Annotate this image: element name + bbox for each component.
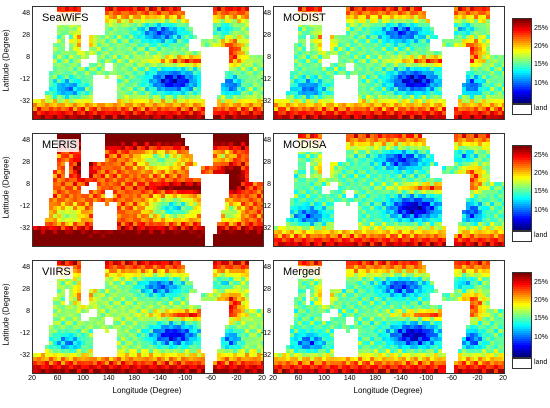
lon-tick-label: 140 [343,375,356,382]
lat-tick-label: 8 [267,308,271,315]
lat-tick-label: 48 [22,10,30,17]
colorbar-tick-label: 20% [534,297,549,305]
lat-tick-label: -12 [260,330,271,337]
lon-tick-label: -140 [393,375,408,382]
y-axis-label: Latitude (Degree) [1,283,11,346]
lat-tick-label: 48 [22,137,30,144]
x-axis-label: Longitude (Degree) [112,386,182,395]
map-panel-seawifs: SeaWiFS [32,6,264,120]
colorbar-tick-label: 10% [534,79,549,87]
lat-tick-label: 28 [263,286,271,293]
lat-tick-label: -12 [19,76,30,83]
lon-tick-label: 140 [102,375,115,382]
heatmap-seawifs [33,7,263,119]
x-axis-label: Longitude (Degree) [353,386,423,395]
panel-label-viirs: VIIRS [40,266,73,279]
lon-tick-label: 20 [499,375,507,382]
colorbar-tick-label: 20% [534,170,549,178]
lat-tick-label: -12 [19,330,30,337]
lat-tick-label: -12 [19,203,30,210]
lat-tick-label: -32 [260,225,271,232]
lon-tick-label: -60 [205,375,216,382]
map-panel-modisa: MODISA [273,133,505,247]
colorbar-land-label: land [534,232,548,239]
lon-tick-label: 100 [318,375,330,382]
lat-tick-label: 28 [263,159,271,166]
lon-tick-label: -140 [152,375,167,382]
colorbar [512,18,532,104]
colorbar-tick-label: 20% [534,43,549,51]
heatmap-meris [33,134,263,246]
heatmap-merged [274,261,504,373]
map-panel-modist: MODIST [273,6,505,120]
panel-label-modisa: MODISA [281,139,329,152]
lat-tick-label: -32 [19,225,30,232]
panel-label-modist: MODIST [281,12,328,25]
colorbar-tick-label: 25% [534,24,549,32]
lon-tick-label: 180 [369,375,382,382]
colorbar-land-label: land [534,359,548,366]
lat-tick-label: 28 [22,159,30,166]
colorbar-tick-label: 25% [534,151,549,159]
lon-tick-label: -100 [178,375,193,382]
lon-tick-label: 20 [269,375,277,382]
lat-tick-label: -32 [19,352,30,359]
lat-tick-label: 8 [26,181,30,188]
lat-tick-label: 8 [26,54,30,61]
panel-label-meris: MERIS [40,139,79,152]
panel-label-merged: Merged [281,266,323,279]
lat-tick-label: -32 [19,98,30,105]
lat-tick-label: 48 [263,137,271,144]
lat-tick-label: 48 [263,264,271,271]
heatmap-modisa [274,134,504,246]
lat-tick-label: -12 [260,76,271,83]
lon-tick-label: 180 [128,375,141,382]
lat-tick-label: 48 [263,10,271,17]
lat-tick-label: 8 [267,54,271,61]
lon-tick-label: 60 [53,375,62,382]
panel-label-seawifs: SeaWiFS [40,12,91,25]
colorbar-tick-label: 15% [534,61,549,69]
colorbar-tick-label: 25% [534,278,549,286]
colorbar [512,145,532,231]
colorbar [512,272,532,358]
colorbar-land-swatch [512,231,532,242]
colorbar-tick-label: 10% [534,333,549,341]
lon-tick-label: 20 [28,375,36,382]
colorbar-land-swatch [512,358,532,369]
y-axis-label: Latitude (Degree) [1,29,11,92]
lat-tick-label: 28 [22,286,30,293]
colorbar-tick-label: 15% [534,315,549,323]
colorbar-land-label: land [534,105,548,112]
lat-tick-label: 28 [263,32,271,39]
colorbar-land-swatch [512,104,532,115]
colorbar-tick-label: 15% [534,188,549,196]
lat-tick-label: 8 [267,181,271,188]
lon-tick-label: 60 [294,375,303,382]
lon-tick-label: -60 [446,375,457,382]
lon-tick-label: -20 [472,375,483,382]
lat-tick-label: -32 [260,352,271,359]
lon-tick-label: -100 [419,375,434,382]
map-panel-meris: MERIS [32,133,264,247]
lon-tick-label: 100 [77,375,89,382]
y-axis-label: Latitude (Degree) [1,156,11,219]
lat-tick-label: 48 [22,264,30,271]
lon-tick-label: -20 [231,375,242,382]
lon-tick-label: 20 [258,375,266,382]
heatmap-viirs [33,261,263,373]
lat-tick-label: -12 [260,203,271,210]
lat-tick-label: 28 [22,32,30,39]
lat-tick-label: -32 [260,98,271,105]
map-panel-viirs: VIIRS [32,260,264,374]
colorbar-tick-label: 10% [534,206,549,214]
lat-tick-label: 8 [26,308,30,315]
map-panel-merged: Merged [273,260,505,374]
